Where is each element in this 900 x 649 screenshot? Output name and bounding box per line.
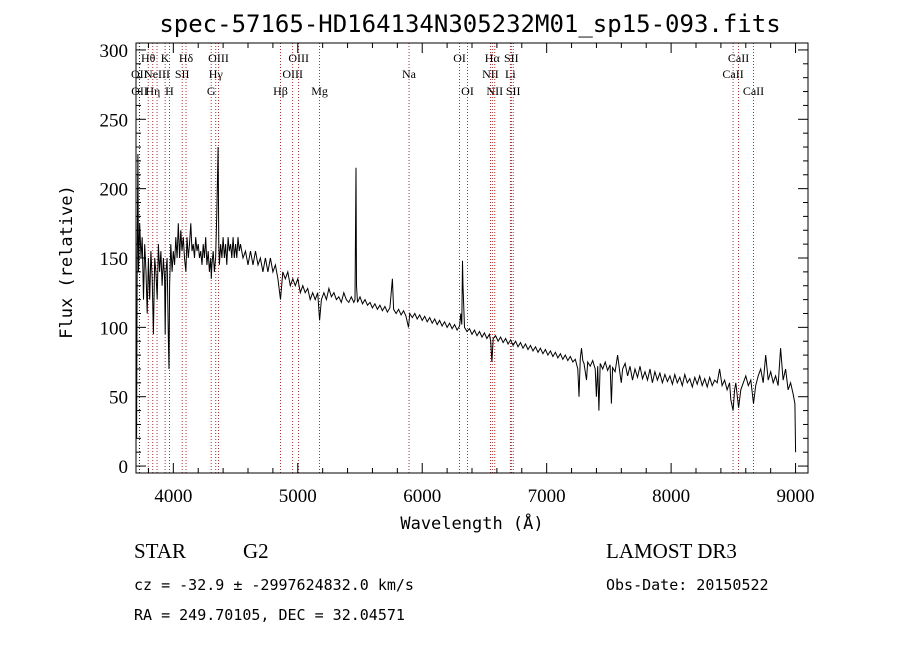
spectral-line-label: OIII (208, 51, 229, 65)
spectral-line-label: OIII (288, 51, 309, 65)
spectral-line-label: Hη (145, 84, 160, 98)
spectral-line-label: Hα (485, 51, 501, 65)
obs-date: Obs-Date: 20150522 (606, 576, 769, 594)
spectral-line-label: H (165, 84, 174, 98)
spectral-line-label: OII (131, 67, 148, 81)
spectral-line-label: OI (453, 51, 466, 65)
spectral-line-label: CaII (743, 84, 764, 98)
spectral-line-label: SII (506, 84, 521, 98)
spectral-line-label: Li (505, 67, 516, 81)
spectral-line-label: NII (486, 84, 503, 98)
x-tick-label: 4000 (154, 486, 192, 507)
chart-title: spec-57165-HD164134N305232M01_sp15-093.f… (159, 10, 780, 38)
spectral-line-label: NeIII (144, 67, 170, 81)
y-tick-label: 200 (100, 180, 129, 201)
spectral-line-label: Mg (311, 84, 328, 98)
spectral-line-label: Hγ (209, 67, 224, 81)
spectral-line-label: NII (482, 67, 499, 81)
spectral-line-label: OII (131, 84, 148, 98)
x-tick-label: 9000 (777, 486, 815, 507)
spectral-line-label: Na (402, 67, 417, 81)
y-axis-label: Flux (relative) (57, 185, 77, 339)
spectral-line-label: Hβ (273, 84, 288, 98)
redshift-info: cz = -32.9 ± -2997624832.0 km/s (134, 576, 414, 594)
spectral-line-label: SII (175, 67, 190, 81)
y-tick-label: 50 (109, 388, 128, 409)
spectral-line-label: OI (461, 84, 474, 98)
object-class: STAR (134, 539, 186, 563)
x-tick-label: 8000 (652, 486, 690, 507)
object-subclass: G2 (243, 539, 269, 563)
x-axis-label: Wavelength (Å) (400, 512, 543, 534)
spectrum-series-line (135, 146, 797, 460)
x-tick-label: 7000 (528, 486, 566, 507)
spectral-line-label: Hδ (179, 51, 194, 65)
spectral-line-label: SII (504, 51, 519, 65)
y-tick-label: 300 (100, 41, 129, 62)
y-tick-label: 150 (100, 249, 129, 270)
spectral-line-label: Hθ (141, 51, 156, 65)
spectral-line-label: K (161, 51, 170, 65)
y-tick-label: 100 (100, 318, 129, 339)
spectral-line-label: CaII (722, 67, 743, 81)
x-axis: 4000 5000 6000 7000 8000 9000 (147, 43, 815, 507)
spectral-line-label: CaII (728, 51, 749, 65)
y-tick-label: 0 (119, 457, 129, 478)
spectral-line-label: OIII (282, 67, 303, 81)
y-tick-label: 250 (100, 110, 129, 131)
survey-name: LAMOST DR3 (606, 539, 737, 563)
y-axis: 0 50 100 150 200 250 300 (100, 41, 808, 478)
spectral-line-label: G (207, 84, 216, 98)
x-tick-label: 5000 (279, 486, 317, 507)
coordinates: RA = 249.70105, DEC = 32.04571 (134, 606, 405, 624)
x-tick-label: 6000 (403, 486, 441, 507)
spectral-line-labels: OIIOIIHθHηNeIIIKHSIIHδGHγOIIIHβOIIIOIIIM… (131, 51, 764, 98)
